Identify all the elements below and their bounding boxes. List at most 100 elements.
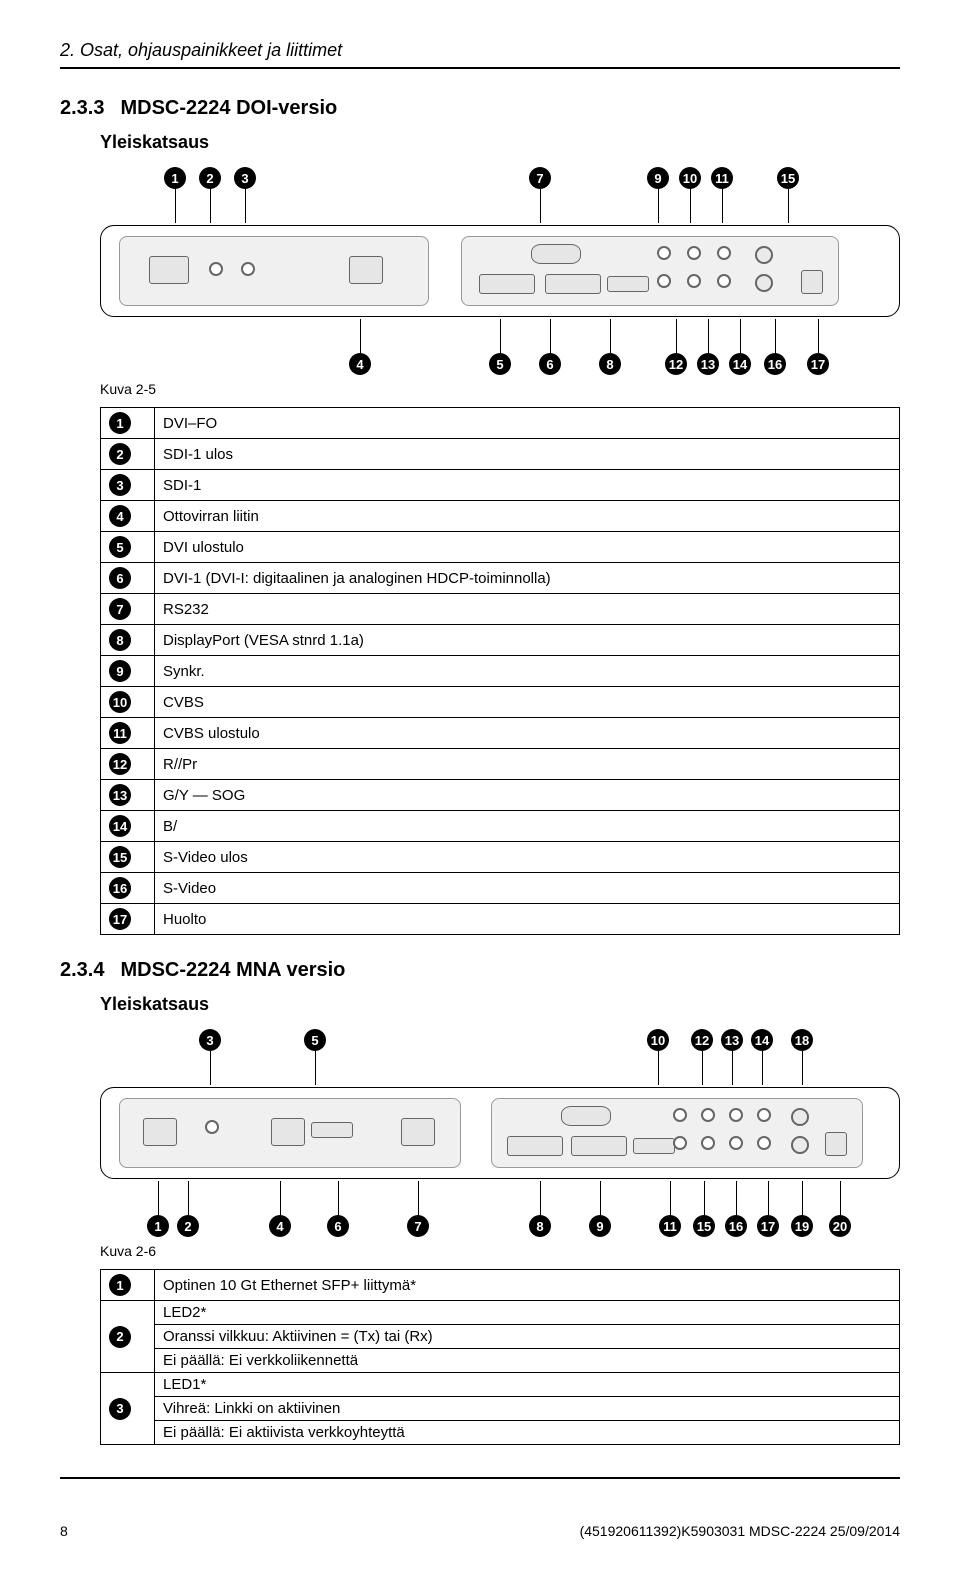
callout-lead [315, 1051, 316, 1085]
legend-circle: 1 [109, 412, 131, 434]
port-bnc-ring [205, 1120, 219, 1134]
callout-9: 9 [647, 167, 669, 223]
legend-desc: Synkr. [155, 656, 900, 687]
callout-lead [775, 319, 776, 353]
legend-row: 3LED1* [101, 1373, 900, 1397]
callout-lead [676, 319, 677, 353]
callout-12: 12 [665, 319, 687, 375]
overview-heading-2: Yleiskatsaus [100, 994, 900, 1015]
legend-desc: G/Y — SOG [155, 780, 900, 811]
legend-desc: R//Pr [155, 749, 900, 780]
legend-desc: Optinen 10 Gt Ethernet SFP+ liittymä* [155, 1270, 900, 1301]
callout-lead [658, 1051, 659, 1085]
callout-circle: 3 [234, 167, 256, 189]
callout-16: 16 [725, 1181, 747, 1237]
callout-14: 14 [729, 319, 751, 375]
callout-lead [740, 319, 741, 353]
legend-desc: Ottovirran liitin [155, 501, 900, 532]
callout-8: 8 [529, 1181, 551, 1237]
section-number: 2.3.3 [60, 97, 104, 119]
callout-circle: 16 [764, 353, 786, 375]
inner-panel-right [461, 236, 839, 306]
legend-num-cell: 3 [101, 470, 155, 501]
callout-circle: 20 [829, 1215, 851, 1237]
callout-lead [768, 1181, 769, 1215]
legend-circle: 3 [109, 1398, 131, 1420]
legend-circle: 17 [109, 908, 131, 930]
callout-lead [708, 319, 709, 353]
page-section-header: 2. Osat, ohjauspainikkeet ja liittimet [60, 40, 900, 61]
legend-circle: 2 [109, 443, 131, 465]
legend-num-cell: 15 [101, 842, 155, 873]
port-bnc-ring [673, 1136, 687, 1150]
legend-desc: Huolto [155, 904, 900, 935]
legend-desc: DVI–FO [155, 408, 900, 439]
callout-1: 1 [164, 167, 186, 223]
legend-row: 11CVBS ulostulo [101, 718, 900, 749]
legend-circle: 6 [109, 567, 131, 589]
callout-lead [732, 1051, 733, 1085]
page-footer: 8 (451920611392)K5903031 MDSC-2224 25/09… [60, 1515, 900, 1539]
callout-3: 3 [234, 167, 256, 223]
legend-circle: 16 [109, 877, 131, 899]
callout-10: 10 [679, 167, 701, 223]
callout-circle: 17 [757, 1215, 779, 1237]
callout-15: 15 [777, 167, 799, 223]
legend-num-cell: 3 [101, 1373, 155, 1445]
callout-17: 17 [757, 1181, 779, 1237]
legend-row: 1 DVI–FO [101, 408, 900, 439]
callout-lead [702, 1051, 703, 1085]
legend-circle: 13 [109, 784, 131, 806]
callout-lead [722, 189, 723, 223]
callout-circle: 14 [729, 353, 751, 375]
callout-13: 13 [697, 319, 719, 375]
callout-lead [158, 1181, 159, 1215]
port-bnc-ring [673, 1108, 687, 1122]
legend-circle: 7 [109, 598, 131, 620]
legend-circle: 5 [109, 536, 131, 558]
legend-circle: 8 [109, 629, 131, 651]
port-pwr [349, 256, 383, 284]
legend-circle: 4 [109, 505, 131, 527]
port-dvi [507, 1136, 563, 1156]
legend-desc: SDI-1 [155, 470, 900, 501]
footer-rule [60, 1477, 900, 1479]
callout-11: 11 [659, 1181, 681, 1237]
legend-row: 4 Ottovirran liitin [101, 501, 900, 532]
port-bnc-ring [241, 262, 255, 276]
callout-13: 13 [721, 1029, 743, 1085]
callout-10: 10 [647, 1029, 669, 1085]
legend-circle: 15 [109, 846, 131, 868]
legend-row: 12R//Pr [101, 749, 900, 780]
callout-18: 18 [791, 1029, 813, 1085]
callout-16: 16 [764, 319, 786, 375]
callout-14: 14 [751, 1029, 773, 1085]
port-rj45 [149, 256, 189, 284]
callout-circle: 13 [697, 353, 719, 375]
callout-7: 7 [529, 167, 551, 223]
legend-num-cell: 12 [101, 749, 155, 780]
figure-caption-2: Kuva 2-6 [100, 1243, 900, 1259]
legend-row: 16S-Video [101, 873, 900, 904]
legend-num-cell: 8 [101, 625, 155, 656]
callout-circle: 17 [807, 353, 829, 375]
port-dvi [571, 1136, 627, 1156]
callout-circle: 4 [269, 1215, 291, 1237]
section-number: 2.3.4 [60, 959, 104, 981]
legend-row: 13 G/Y — SOG [101, 780, 900, 811]
legend-num-cell: 17 [101, 904, 155, 935]
port-pwr [143, 1118, 177, 1146]
port-dp [607, 276, 649, 292]
callout-11: 11 [711, 167, 733, 223]
legend-desc: CVBS [155, 687, 900, 718]
legend-desc-sub: Ei päällä: Ei aktiivista verkkoyhteyttä [155, 1421, 900, 1445]
callout-lead [360, 319, 361, 353]
port-bnc-ring [757, 1108, 771, 1122]
callout-circle: 13 [721, 1029, 743, 1051]
legend-circle: 3 [109, 474, 131, 496]
legend-num-cell: 1 [101, 1270, 155, 1301]
legend-row: 2LED2* [101, 1301, 900, 1325]
callout-lead [818, 319, 819, 353]
callout-circle: 5 [304, 1029, 326, 1051]
port-bnc-ring [701, 1108, 715, 1122]
